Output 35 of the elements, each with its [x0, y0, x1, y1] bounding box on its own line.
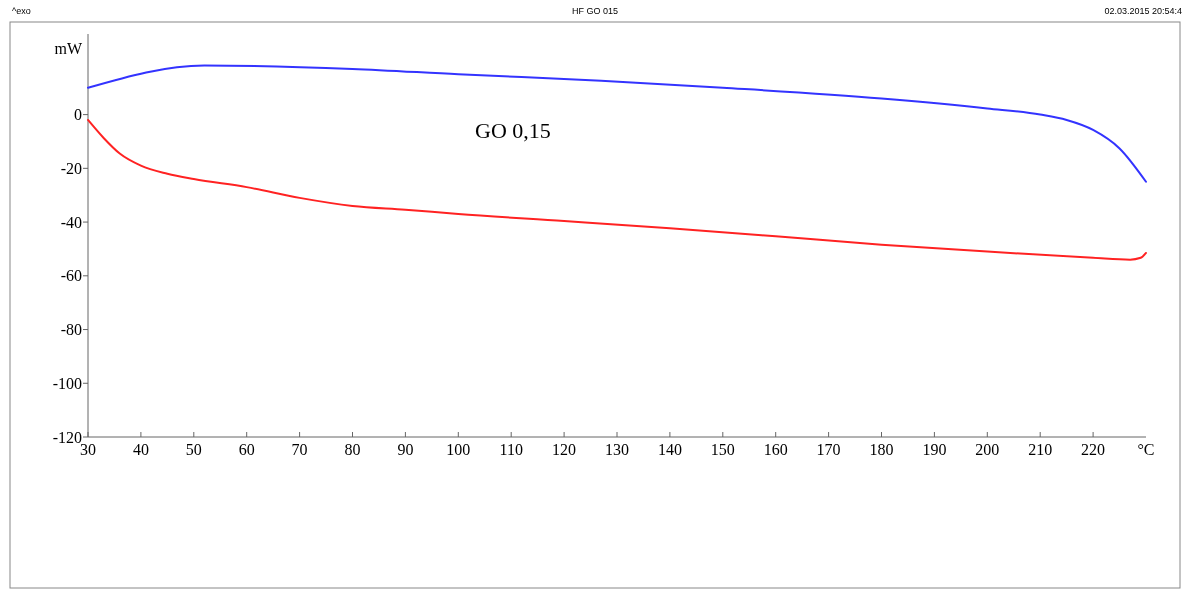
- y-tick-label: -20: [60, 159, 82, 177]
- x-tick-label: 160: [763, 441, 788, 458]
- y-tick-label: -100: [52, 374, 82, 392]
- y-tick-label: -120: [52, 428, 82, 446]
- text: ^exo: [12, 6, 31, 16]
- x-tick-label: 30: [80, 441, 96, 458]
- x-tick-label: 200: [975, 441, 1000, 458]
- x-tick-label: 150: [710, 441, 735, 458]
- x-tick-label: 90: [397, 441, 414, 458]
- x-tick-label: 120: [552, 441, 577, 458]
- x-axis-title: °C: [1137, 441, 1155, 458]
- x-tick-label: 210: [1028, 441, 1053, 458]
- line-series: [87, 64, 1147, 183]
- x-tick-label: 80: [344, 441, 361, 458]
- x-tick-label: 60: [238, 441, 255, 458]
- x-tick-label: 40: [132, 441, 149, 458]
- annotation: GO 0,15: [475, 118, 551, 143]
- x-tick-label: 110: [499, 441, 523, 458]
- line-series: [87, 118, 1147, 261]
- chart-title: HF GO 015: [571, 6, 619, 16]
- y-tick-label: -80: [60, 321, 82, 339]
- x-tick-label: 50: [185, 441, 202, 458]
- text: 02.03.2015 20:54:4: [1104, 6, 1182, 16]
- x-tick-label: 170: [816, 441, 841, 458]
- x-tick-label: 70: [291, 441, 308, 458]
- y-tick-label: -60: [60, 267, 82, 285]
- x-tick-label: 190: [922, 441, 947, 458]
- y-tick-label: 0: [74, 106, 82, 124]
- x-tick-label: 130: [605, 441, 629, 458]
- x-tick-label: 100: [446, 441, 471, 458]
- y-tick-label: -40: [60, 213, 82, 231]
- x-tick-label: 220: [1081, 441, 1106, 458]
- x-tick-label: 180: [869, 441, 894, 458]
- x-tick-label: 140: [657, 441, 682, 458]
- y-axis-title: mW: [54, 40, 83, 57]
